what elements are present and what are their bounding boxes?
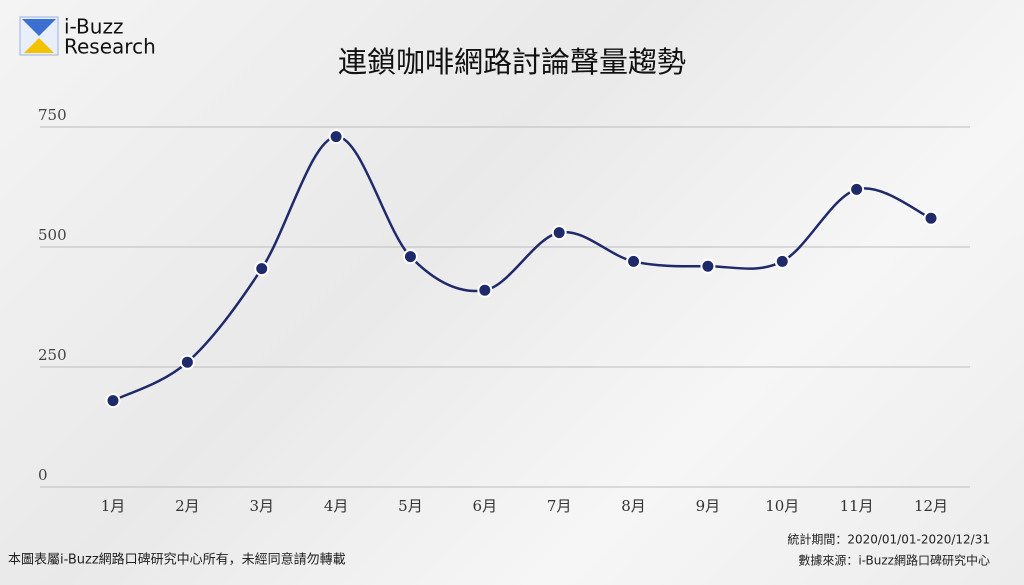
x-tick-label: 6月 bbox=[473, 497, 498, 515]
point bbox=[626, 253, 642, 269]
point bbox=[700, 258, 716, 274]
logo-icon-top bbox=[22, 19, 56, 36]
x-tick-label: 1月 bbox=[101, 497, 126, 515]
x-tick-label: 2月 bbox=[175, 497, 200, 515]
point bbox=[477, 282, 493, 298]
line bbox=[112, 135, 932, 402]
point bbox=[328, 129, 344, 145]
footer-source: 數據來源：i-Buzz網路口碑研究中心 bbox=[798, 553, 990, 568]
footer-note: 本圖表屬i-Buzz網路口碑研究中心所有，未經同意請勿轉載 bbox=[8, 552, 346, 568]
logo-text: Research bbox=[64, 35, 156, 59]
chart-title: 連鎖咖啡網路討論聲量趨勢 bbox=[338, 45, 686, 79]
x-tick-label: 5月 bbox=[398, 497, 423, 515]
y-tick-label: 750 bbox=[38, 106, 67, 124]
x-tick-label: 7月 bbox=[547, 497, 572, 515]
logo-text: i-Buzz bbox=[64, 15, 123, 39]
point bbox=[551, 225, 567, 241]
point bbox=[254, 261, 270, 277]
point bbox=[105, 393, 121, 409]
point bbox=[179, 354, 195, 370]
y-tick-label: 250 bbox=[38, 346, 67, 364]
point bbox=[774, 253, 790, 269]
point bbox=[849, 181, 865, 197]
y-tick-label: 0 bbox=[38, 466, 48, 484]
x-tick-label: 9月 bbox=[696, 497, 721, 515]
logo-icon-bottom bbox=[24, 38, 54, 53]
x-tick-label: 11月 bbox=[840, 497, 874, 515]
point bbox=[402, 249, 418, 265]
y-tick-label: 500 bbox=[38, 226, 67, 244]
x-tick-label: 8月 bbox=[621, 497, 646, 515]
x-tick-label: 4月 bbox=[324, 497, 349, 515]
x-tick-label: 10月 bbox=[765, 497, 799, 515]
point bbox=[923, 210, 939, 226]
logo: i-Buzz Research bbox=[19, 15, 156, 59]
x-tick-label: 12月 bbox=[914, 497, 948, 515]
footer-period: 統計期間：2020/01/01-2020/12/31 bbox=[787, 532, 990, 547]
x-tick-label: 3月 bbox=[249, 497, 274, 515]
